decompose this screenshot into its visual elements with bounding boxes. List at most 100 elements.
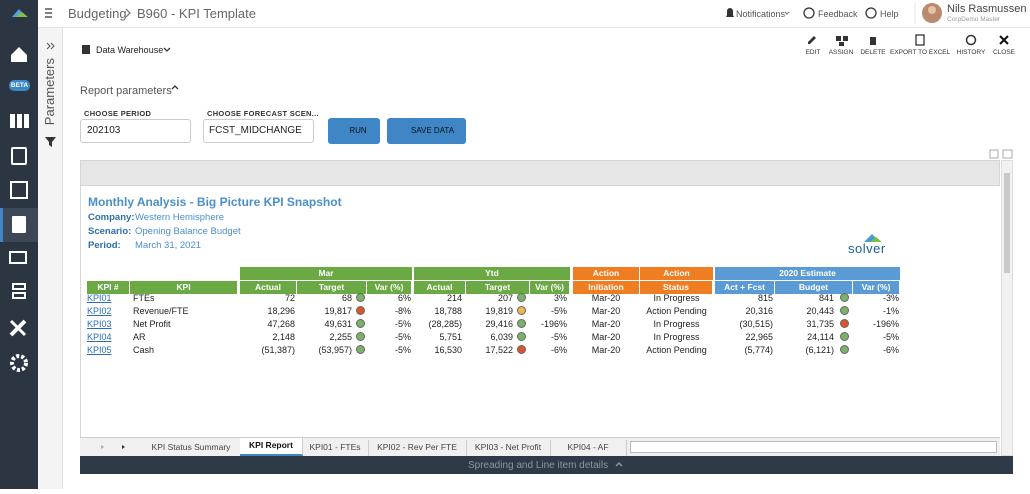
table-cell: 841 — [818, 293, 834, 303]
table-cell: 815 — [757, 293, 773, 303]
sheet-tab[interactable]: KPI04 - AF — [550, 440, 627, 456]
toolbar-action[interactable]: HISTORY — [956, 49, 986, 56]
sheet-tab[interactable]: KPI Report — [240, 438, 303, 456]
status-dot — [517, 319, 526, 328]
table-cell: In Progress — [653, 293, 700, 303]
user-name[interactable]: Nils Rasmussen — [947, 3, 1027, 15]
table-cell: 20,316 — [745, 306, 773, 316]
info-value: Western Hemisphere — [135, 212, 225, 223]
column-header: Target — [466, 281, 529, 294]
table-cell: 16,530 — [434, 345, 462, 355]
kpi-link[interactable]: KPI03 — [87, 319, 112, 329]
column-header: Act + Fcst — [715, 281, 774, 294]
status-dot — [517, 332, 526, 341]
column-header: Var (%) — [367, 281, 411, 294]
table-cell: (28,285) — [428, 319, 462, 329]
table-cell: Mar-20 — [591, 306, 621, 316]
notifications[interactable]: Notifications — [736, 9, 786, 19]
period-value: 202103 — [87, 125, 121, 136]
table-cell: -6% — [882, 345, 899, 355]
sheet-tab[interactable]: KPI Status Summary — [142, 440, 241, 456]
group-header: Action — [573, 267, 639, 280]
footer-label[interactable]: Spreading and Line item details — [468, 460, 609, 471]
forecast-input[interactable] — [203, 119, 314, 143]
table-cell: 2,148 — [272, 332, 295, 342]
status-dot — [356, 345, 365, 354]
group-header: Action — [640, 267, 713, 280]
table-cell: Mar-20 — [591, 332, 621, 342]
run-button[interactable]: RUN — [328, 118, 380, 144]
period-input[interactable] — [80, 119, 191, 143]
table-cell: -5% — [394, 345, 411, 355]
table-cell: FTEs — [133, 293, 155, 303]
toolbar-action[interactable]: DELETE — [860, 49, 886, 56]
table-cell: 29,416 — [485, 319, 513, 329]
table-cell: (53,957) — [318, 345, 352, 355]
info-value: March 31, 2021 — [135, 240, 202, 251]
panel-title[interactable]: Parameters — [42, 58, 57, 126]
kpi-link[interactable]: KPI02 — [87, 306, 112, 316]
kpi-link[interactable]: KPI01 — [87, 293, 112, 303]
column-header: Initiation — [573, 281, 639, 294]
status-dot — [840, 345, 849, 354]
status-dot — [356, 319, 365, 328]
kpi-link[interactable]: KPI05 — [87, 345, 112, 355]
sheet-tab[interactable]: KPI03 - Net Profit — [466, 440, 551, 456]
status-dot — [356, 332, 365, 341]
breadcrumb[interactable]: Budgeting — [68, 6, 127, 21]
table-cell: -3% — [882, 293, 899, 303]
table-cell: -6% — [550, 345, 567, 355]
table-cell: 72 — [284, 293, 295, 303]
column-header: Budget — [775, 281, 852, 294]
report-title: Monthly Analysis - Big Picture KPI Snaps… — [88, 195, 342, 209]
info-label: Scenario: — [88, 226, 132, 237]
status-dot — [840, 293, 849, 302]
save-button[interactable]: SAVE DATA — [387, 118, 466, 144]
table-cell: -5% — [394, 332, 411, 342]
table-cell: Action Pending — [646, 345, 707, 355]
info-label: Period: — [88, 240, 121, 251]
sheet-tab[interactable]: KPI01 - FTEs — [302, 440, 369, 456]
column-header: KPI — [130, 281, 237, 294]
column-header: Actual — [240, 281, 296, 294]
status-dot — [840, 332, 849, 341]
table-cell: 24,114 — [807, 332, 834, 342]
v-scrollbar[interactable] — [1001, 160, 1013, 456]
top-icons — [45, 3, 942, 24]
status-dot — [840, 306, 849, 315]
status-dot — [517, 293, 526, 302]
table-cell: 31,735 — [806, 319, 834, 329]
table-cell: 6,039 — [490, 332, 513, 342]
table-cell: -1% — [882, 306, 899, 316]
info-value: Opening Balance Budget — [135, 226, 241, 237]
toolbar-action[interactable]: CLOSE — [992, 49, 1016, 56]
column-header: Var (%) — [530, 281, 569, 294]
logo-mark — [864, 234, 882, 242]
tab-nav[interactable] — [88, 442, 138, 452]
h-scrollbar[interactable] — [630, 441, 997, 453]
beta-badge: BETA — [10, 82, 29, 89]
table-cell: Revenue/FTE — [133, 306, 189, 316]
sheet-tab[interactable]: KPI02 - Rev Per FTE — [368, 440, 467, 456]
help[interactable]: Help — [880, 9, 899, 19]
data-source[interactable]: Data Warehouse — [96, 45, 164, 55]
kpi-link[interactable]: KPI04 — [87, 332, 112, 342]
column-header: KPI # — [87, 281, 129, 294]
tab-bar — [80, 437, 1000, 456]
table-cell: (51,387) — [261, 345, 295, 355]
params-title[interactable]: Report parameters — [80, 85, 172, 97]
sidebar: BETA — [0, 0, 38, 489]
table-cell: -196% — [540, 319, 567, 329]
feedback[interactable]: Feedback — [818, 9, 858, 19]
toolbar-action[interactable]: EDIT — [805, 49, 821, 56]
toolbar-action[interactable]: EXPORT TO EXCEL — [890, 49, 951, 56]
table-cell: 214 — [446, 293, 462, 303]
toolbar-action[interactable]: ASSIGN — [828, 49, 854, 56]
table-cell: (30,515) — [739, 319, 773, 329]
table-cell: 6% — [397, 293, 411, 303]
table-cell: Mar-20 — [591, 345, 621, 355]
table-cell: 20,443 — [806, 306, 834, 316]
user-company: CorpDemo Master — [947, 16, 1001, 23]
column-header: Var (%) — [853, 281, 899, 294]
